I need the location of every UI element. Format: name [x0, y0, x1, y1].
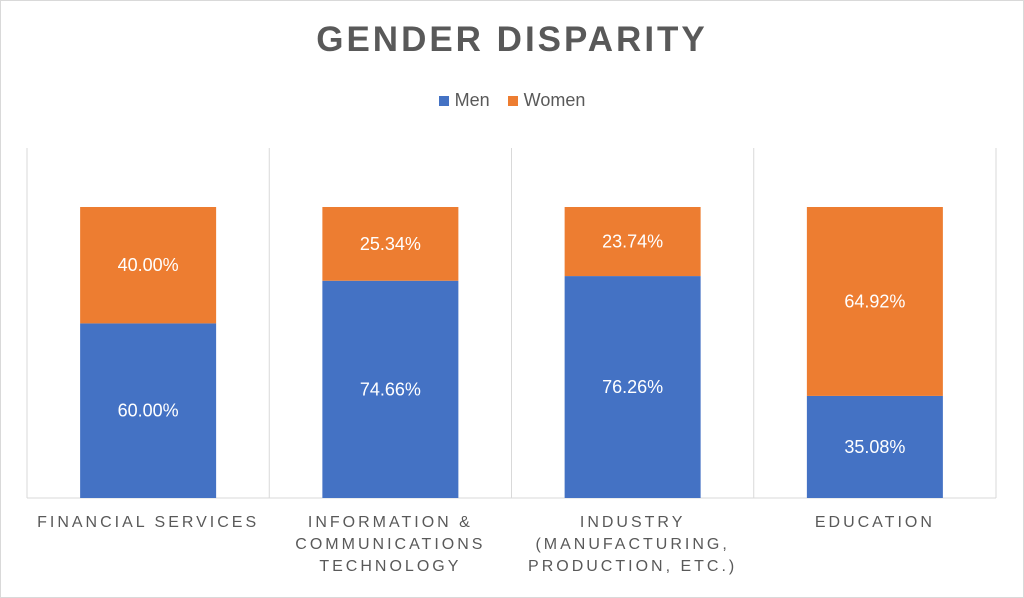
category-label: INFORMATION & COMMUNICATIONS TECHNOLOGY — [269, 512, 511, 578]
category-label-line: COMMUNICATIONS — [295, 536, 486, 553]
bar-women — [806, 207, 943, 396]
legend-swatch-women — [507, 95, 518, 106]
chart-title: GENDER DISPARITY — [316, 20, 708, 59]
legend-item-men: Men — [438, 90, 490, 111]
data-label-men: 76.26% — [602, 377, 663, 397]
bar-women — [322, 207, 459, 281]
bar-men — [806, 395, 943, 498]
bar-men — [80, 323, 217, 498]
legend-label-men: Men — [454, 90, 490, 110]
data-label-women: 64.92% — [844, 291, 905, 311]
legend-label-women: Women — [523, 90, 586, 110]
legend-item-women: Women — [507, 90, 586, 111]
category-label: EDUCATION — [754, 512, 996, 534]
data-label-men: 74.66% — [360, 379, 421, 399]
data-label-women: 23.74% — [602, 232, 663, 252]
bar-men — [322, 280, 459, 498]
category-label-line: EDUCATION — [814, 514, 935, 531]
legend-swatch-men — [438, 95, 449, 106]
bar-women — [80, 207, 217, 324]
data-label-women: 40.00% — [118, 255, 179, 275]
data-label-men: 60.00% — [118, 401, 179, 421]
category-label-line: INFORMATION & — [307, 514, 473, 531]
data-label-men: 35.08% — [844, 437, 905, 457]
category-label-line: PRODUCTION, ETC.) — [528, 558, 738, 575]
category-label: FINANCIAL SERVICES — [27, 512, 269, 534]
bar-women — [564, 207, 701, 277]
category-label-line: FINANCIAL SERVICES — [37, 514, 260, 531]
legend: Men Women — [0, 90, 1024, 111]
data-label-women: 25.34% — [360, 234, 421, 254]
category-label-line: TECHNOLOGY — [319, 558, 462, 575]
bar-men — [564, 276, 701, 498]
category-label-line: INDUSTRY — [579, 514, 686, 531]
category-label: INDUSTRY (MANUFACTURING, PRODUCTION, ETC.) — [512, 512, 754, 578]
category-label-line: (MANUFACTURING, — [535, 536, 730, 553]
